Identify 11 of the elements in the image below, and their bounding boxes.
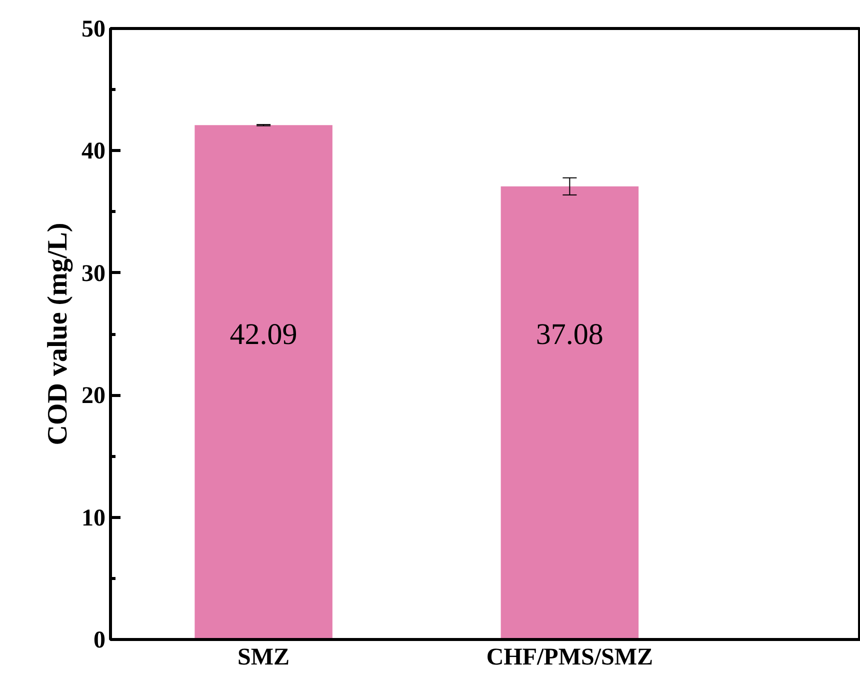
y-tick-label: 50 [82, 16, 106, 42]
data-label: 42.09 [230, 318, 298, 351]
y-tick-label: 40 [82, 138, 106, 165]
x-tick-label: CHF/PMS/SMZ [486, 644, 654, 670]
y-tick-label: 10 [82, 505, 106, 532]
y-tick-label: 20 [82, 383, 106, 410]
x-tick-label: SMZ [238, 644, 290, 670]
y-tick-label: 30 [82, 260, 106, 287]
y-tick-label: 0 [94, 628, 106, 654]
y-axis-title: COD value (mg/L) [42, 222, 74, 446]
data-label: 37.08 [536, 318, 604, 351]
